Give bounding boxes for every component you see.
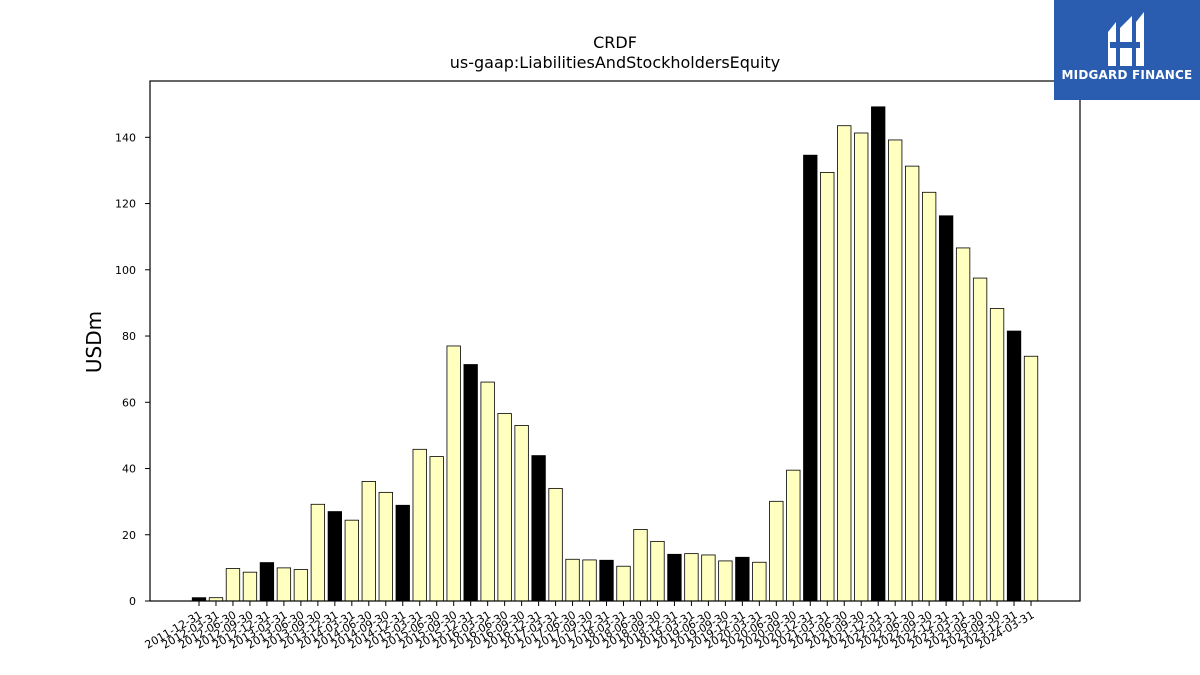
bar-2015-03-31 (412, 448, 427, 602)
bar-2014-12-31 (395, 504, 410, 602)
y-tick-label: 100 (115, 264, 136, 277)
bar-2012-12-31 (259, 562, 275, 602)
bar-2013-12-31 (327, 511, 342, 602)
chart-title: CRDF (593, 33, 637, 52)
bar-2019-06-30 (701, 554, 716, 602)
bar-2016-03-31 (480, 381, 495, 602)
bar-2013-06-30 (293, 569, 309, 602)
bar-2012-06-30 (225, 568, 241, 602)
bar-series (191, 106, 1039, 602)
bar-2022-09-30 (921, 191, 937, 602)
y-axis-ticks: 0 20 40 60 80 100 120 140 (115, 131, 150, 608)
bar-2021-09-30 (854, 132, 869, 602)
bar-2017-03-31 (548, 487, 563, 602)
bar-2015-12-31 (463, 364, 478, 602)
y-tick-label: 80 (122, 330, 136, 343)
bar-2019-12-31 (735, 556, 750, 602)
bar-2024-03-31 (1023, 355, 1039, 602)
bar-2015-06-30 (429, 456, 444, 602)
bar-2016-09-30 (514, 425, 529, 602)
bar-2013-09-30 (310, 503, 326, 602)
bar-2022-12-31 (938, 215, 954, 602)
y-tick-label: 20 (122, 529, 136, 542)
bar-2019-09-30 (718, 560, 733, 602)
bar-2021-06-30 (837, 125, 852, 602)
bar-2018-09-30 (650, 540, 665, 602)
bar-2016-12-31 (531, 455, 546, 602)
y-tick-label: 120 (115, 198, 136, 211)
bar-2020-06-30 (769, 500, 784, 602)
bar-2012-09-30 (242, 571, 258, 602)
bar-2014-03-31 (344, 519, 359, 602)
bar-2022-03-31 (888, 139, 903, 602)
chart-subtitle: us-gaap:LiabilitiesAndStockholdersEquity (450, 53, 781, 72)
bar-2020-12-31 (803, 154, 818, 602)
y-tick-label: 140 (115, 131, 136, 144)
y-axis-label: USDm (82, 311, 106, 373)
bar-2016-06-30 (497, 413, 512, 602)
bar-2023-03-31 (955, 247, 971, 602)
y-tick-label: 0 (129, 595, 136, 608)
bar-2018-12-31 (667, 553, 682, 602)
bar-2014-06-30 (361, 481, 376, 602)
brand-logo: MIDGARD FINANCE (1054, 0, 1200, 100)
bar-2013-03-31 (276, 567, 292, 602)
bar-2021-12-31 (871, 106, 886, 602)
plot-frame (149, 80, 1081, 602)
bar-2018-06-30 (633, 529, 648, 602)
bar-2017-12-31 (599, 559, 614, 602)
y-tick-label: 40 (122, 463, 136, 476)
bar-2023-09-30 (989, 308, 1005, 602)
bar-2019-03-31 (684, 553, 699, 602)
bar-2017-09-30 (582, 559, 597, 602)
bar-2020-03-31 (752, 561, 767, 602)
y-tick-label: 60 (122, 396, 136, 409)
bar-2023-12-31 (1006, 330, 1022, 602)
x-axis-ticks: 2011-12-312012-03-312012-06-302012-09-30… (143, 601, 1037, 652)
bar-2022-06-30 (905, 165, 920, 602)
bar-2020-09-30 (786, 469, 801, 602)
bar-2018-03-31 (616, 565, 631, 602)
bar-2014-09-30 (378, 491, 393, 602)
logo-mark-icon (1108, 12, 1144, 66)
logo-text: MIDGARD FINANCE (1061, 68, 1193, 82)
bar-2021-03-31 (820, 172, 835, 602)
bar-2017-06-30 (565, 558, 580, 602)
bar-2023-06-30 (972, 277, 988, 602)
bar-2015-09-30 (446, 345, 461, 602)
